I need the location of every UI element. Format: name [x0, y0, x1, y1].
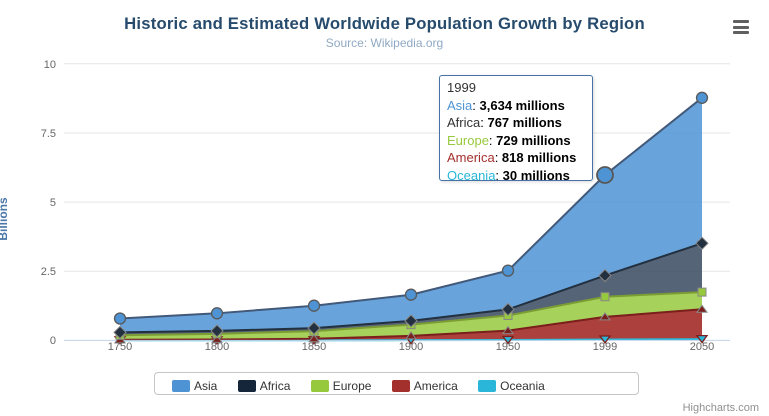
svg-text:1750: 1750 [108, 341, 132, 353]
svg-text:2.5: 2.5 [41, 266, 56, 278]
svg-text:1950: 1950 [496, 341, 520, 353]
svg-text:10: 10 [44, 59, 56, 71]
svg-text:5: 5 [50, 197, 56, 209]
svg-text:7.5: 7.5 [41, 128, 56, 140]
svg-text:1999: 1999 [593, 341, 617, 353]
svg-text:1900: 1900 [399, 341, 423, 353]
svg-text:1850: 1850 [302, 341, 326, 353]
svg-text:0: 0 [50, 335, 56, 347]
svg-text:1800: 1800 [205, 341, 229, 353]
svg-text:2050: 2050 [690, 341, 714, 353]
